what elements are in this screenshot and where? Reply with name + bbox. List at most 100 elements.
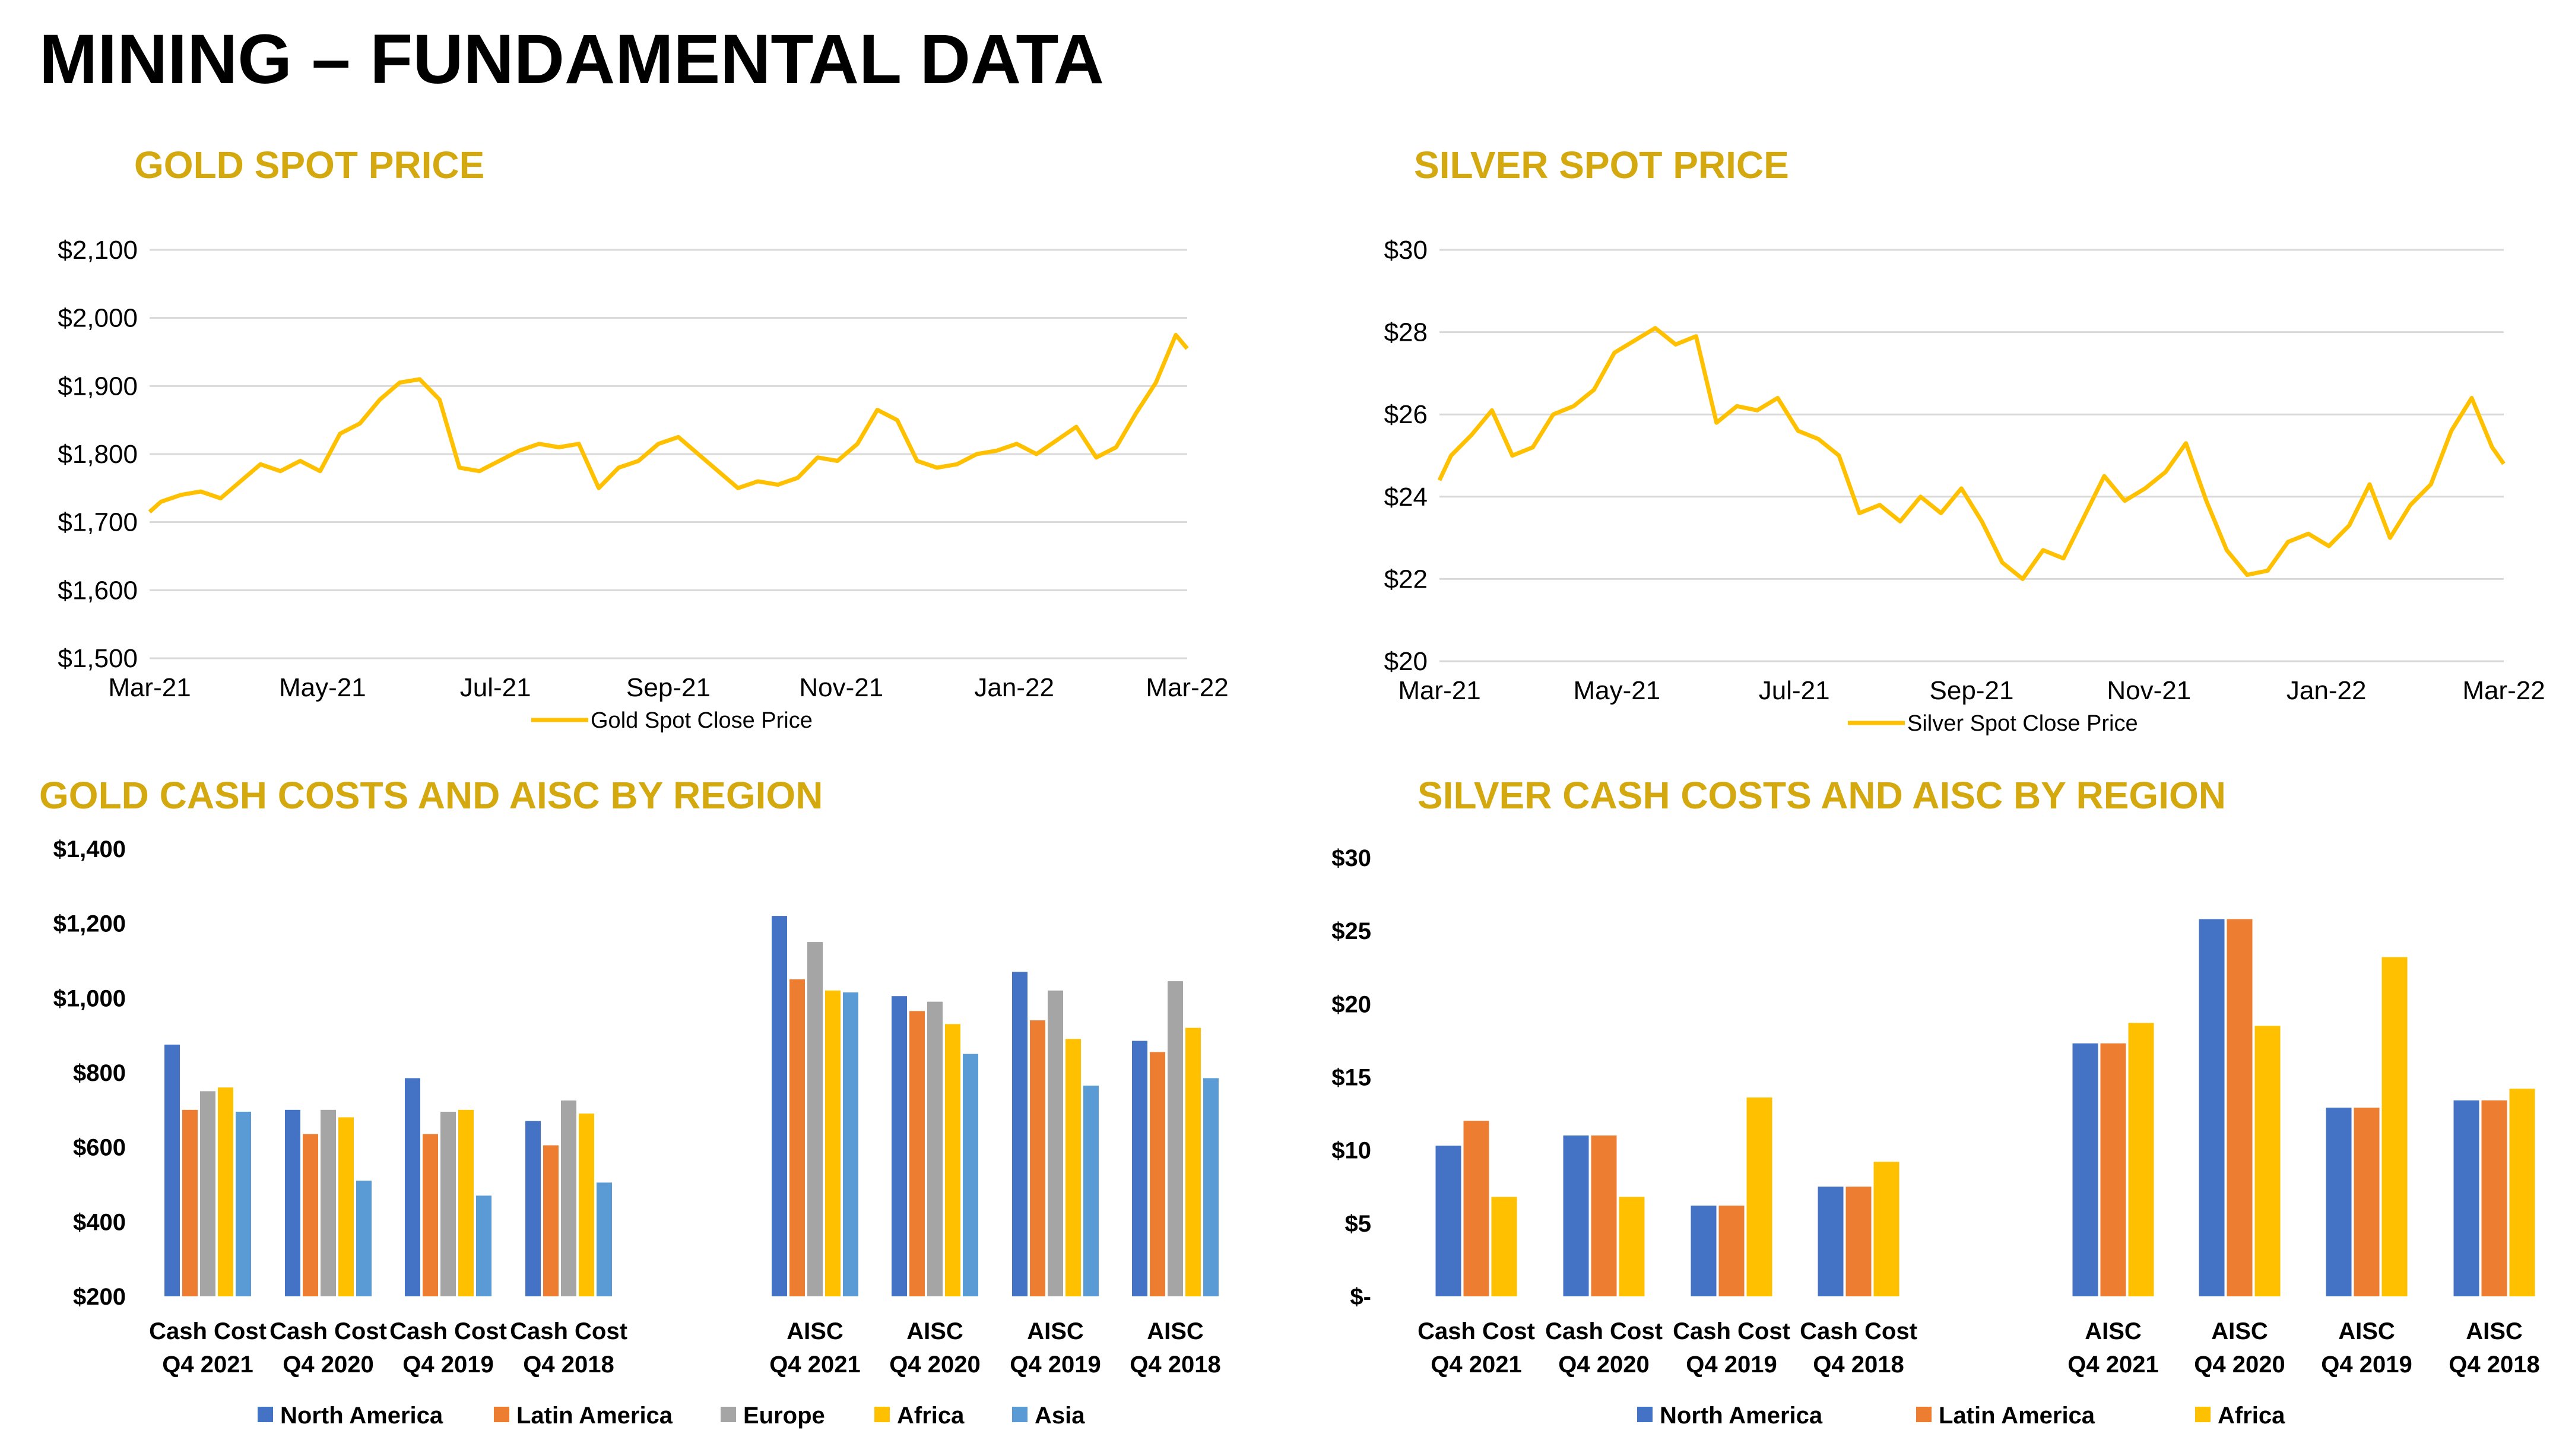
silver-costs-category-label: AISC (2085, 1318, 2142, 1344)
silver-costs-bar (1746, 1097, 1772, 1296)
gold-costs-y-tick-label: $1,400 (53, 836, 126, 862)
silver-spot-y-tick-label: $28 (1384, 318, 1428, 347)
gold-costs-category-label: Cash Cost (389, 1318, 507, 1344)
silver-costs-bar (1619, 1197, 1645, 1296)
gold-costs-bar (843, 992, 858, 1296)
silver-costs-legend-swatch (1637, 1407, 1653, 1422)
silver-costs-y-tick-label: $5 (1345, 1211, 1372, 1237)
gold-costs-y-tick-label: $200 (73, 1284, 126, 1310)
silver-spot-x-tick-label: Mar-21 (1398, 676, 1480, 705)
gold-costs-bar (285, 1109, 300, 1296)
silver-spot-y-tick-label: $26 (1384, 400, 1428, 429)
gold-costs-category-label: Q4 2018 (523, 1352, 614, 1378)
silver-spot-x-tick-label: Jul-21 (1759, 676, 1830, 705)
silver-costs-category-label: Cash Cost (1417, 1318, 1535, 1344)
gold-costs-bar (236, 1111, 251, 1296)
silver-spot-x-tick-label: Nov-21 (2107, 676, 2191, 705)
gold-costs-bar (789, 979, 805, 1296)
silver-costs-category-label: Cash Cost (1673, 1318, 1790, 1344)
silver-costs-bar (2254, 1026, 2281, 1296)
gold-costs-legend-swatch (874, 1407, 890, 1422)
silver-costs-bar (2509, 1089, 2535, 1296)
gold-costs-category-label: AISC (906, 1318, 963, 1344)
silver-costs-bar (2354, 1108, 2380, 1296)
silver-costs-legend-label: Latin America (1939, 1403, 2095, 1429)
silver-costs-legend-swatch (1916, 1407, 1932, 1422)
gold-costs-category-label: Q4 2018 (1130, 1352, 1220, 1378)
gold-costs-y-tick-label: $600 (73, 1135, 126, 1161)
silver-costs-category-label: Q4 2021 (2067, 1352, 2158, 1378)
silver-costs-category-label: Q4 2018 (2449, 1352, 2539, 1378)
gold-costs-bar (1203, 1078, 1219, 1296)
silver-costs-bar (1491, 1197, 1517, 1296)
gold-costs-bar (825, 990, 841, 1296)
gold-costs-bar (807, 942, 823, 1296)
silver-costs-bar (1818, 1187, 1844, 1296)
silver-costs-bar (1463, 1121, 1489, 1296)
silver-costs-bar (2128, 1023, 2154, 1296)
gold-spot-x-tick-label: Jul-21 (460, 673, 531, 702)
gold-spot-y-tick-label: $1,800 (58, 440, 138, 469)
silver-spot-y-tick-label: $22 (1384, 564, 1428, 594)
gold-costs-bar (218, 1087, 233, 1296)
silver-costs-bar (2072, 1043, 2098, 1296)
gold-spot-y-tick-label: $2,100 (58, 236, 138, 265)
gold-costs-bar (597, 1182, 612, 1296)
silver-costs-category-label: Cash Cost (1545, 1318, 1663, 1344)
gold-costs-bar (423, 1134, 438, 1296)
gold-costs-bar (1065, 1039, 1081, 1296)
gold-costs-bar (525, 1121, 541, 1296)
gold-costs-category-label: Q4 2019 (1010, 1352, 1101, 1378)
gold-costs-legend-swatch (258, 1407, 273, 1422)
silver-spot-x-tick-label: Sep-21 (1930, 676, 2014, 705)
gold-costs-bar (440, 1111, 456, 1296)
silver-costs-title: SILVER CASH COSTS AND AISC BY REGION (1417, 774, 2226, 817)
gold-costs-category-label: AISC (1027, 1318, 1084, 1344)
silver-spot-y-tick-label: $24 (1384, 483, 1428, 512)
gold-costs-legend-label: Latin America (516, 1403, 673, 1429)
silver-spot-y-tick-label: $20 (1384, 647, 1428, 676)
silver-spot-legend-label: Silver Spot Close Price (1907, 711, 2138, 736)
gold-spot-series-line (148, 332, 1189, 514)
silver-costs-category-label: Q4 2020 (1558, 1352, 1649, 1378)
gold-costs-category-label: AISC (787, 1318, 843, 1344)
gold-costs-bar (927, 1001, 943, 1296)
silver-spot-series-line (1437, 326, 2506, 581)
gold-costs-category-label: Cash Cost (510, 1318, 627, 1344)
gold-spot-y-tick-label: $1,900 (58, 372, 138, 401)
silver-costs-bar (1591, 1135, 1617, 1296)
gold-costs-chart: $200 $400 $600 $800 $1,000 $1,200 $1,400 Cash C… (53, 836, 1221, 1429)
gold-costs-category-label: Q4 2020 (283, 1352, 373, 1378)
silver-costs-y-tick-label: $15 (1331, 1065, 1371, 1091)
gold-costs-legend-label: Europe (743, 1403, 825, 1429)
gold-costs-legend-label: Africa (897, 1403, 965, 1429)
gold-costs-bar (892, 996, 907, 1296)
silver-costs-bar (1435, 1146, 1461, 1296)
gold-costs-category-label: Cash Cost (269, 1318, 387, 1344)
silver-costs-category-label: Q4 2020 (2194, 1352, 2285, 1378)
silver-spot-title: SILVER SPOT PRICE (1414, 144, 1789, 186)
gold-costs-category-label: AISC (1147, 1318, 1204, 1344)
silver-costs-bar (2381, 957, 2408, 1296)
gold-costs-bar (1048, 990, 1063, 1296)
gold-spot-y-tick-label: $1,700 (58, 508, 138, 537)
gold-spot-y-tick-label: $1,500 (58, 644, 138, 673)
silver-spot-x-tick-label: Mar-22 (2462, 676, 2545, 705)
silver-costs-bar (2453, 1100, 2479, 1296)
gold-costs-legend-label: Asia (1035, 1403, 1085, 1429)
gold-costs-bar (579, 1114, 594, 1296)
gold-costs-title: GOLD CASH COSTS AND AISC BY REGION (39, 774, 823, 817)
silver-costs-legend-swatch (2195, 1407, 2211, 1422)
silver-spot-y-tick-label: $30 (1384, 236, 1428, 265)
gold-costs-bar (1150, 1052, 1165, 1296)
gold-costs-bar (909, 1011, 925, 1296)
gold-costs-legend-swatch (1012, 1407, 1028, 1422)
gold-costs-bar (458, 1109, 474, 1296)
silver-costs-bar (1845, 1187, 1872, 1296)
gold-costs-bar (164, 1044, 180, 1296)
silver-spot-x-tick-label: May-21 (1573, 676, 1660, 705)
gold-costs-y-tick-label: $800 (73, 1060, 126, 1086)
gold-costs-bar (476, 1195, 491, 1296)
gold-costs-y-tick-label: $1,200 (53, 911, 126, 937)
gold-spot-y-tick-label: $2,000 (58, 304, 138, 333)
